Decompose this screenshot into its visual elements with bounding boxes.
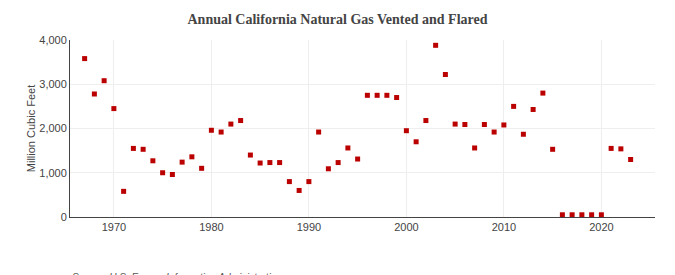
svg-text:Annual California Natural Gas: Annual California Natural Gas Vented and… xyxy=(187,12,487,27)
svg-text:1980: 1980 xyxy=(199,221,223,233)
svg-text:Source: U.S. Energy Informatio: Source: U.S. Energy Information Administ… xyxy=(72,272,282,275)
svg-text:4,000: 4,000 xyxy=(39,34,67,46)
svg-text:3,000: 3,000 xyxy=(39,78,67,90)
svg-text:1970: 1970 xyxy=(102,221,126,233)
svg-text:2,000: 2,000 xyxy=(39,122,67,134)
svg-text:2020: 2020 xyxy=(589,221,613,233)
svg-text:1990: 1990 xyxy=(297,221,321,233)
svg-text:Million Cubic Feet: Million Cubic Feet xyxy=(25,85,37,172)
svg-text:1,000: 1,000 xyxy=(39,167,67,179)
svg-text:0: 0 xyxy=(61,211,67,223)
svg-text:2010: 2010 xyxy=(492,221,516,233)
svg-text:2000: 2000 xyxy=(394,221,418,233)
